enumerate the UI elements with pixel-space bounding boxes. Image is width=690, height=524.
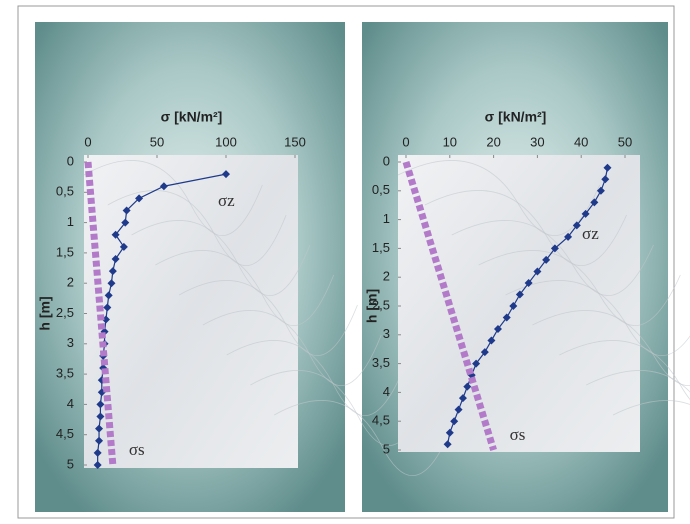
- x-tick-label: 150: [284, 134, 306, 149]
- y-tick-label: 0: [67, 153, 74, 168]
- y-tick-label: 2: [67, 275, 74, 290]
- x-tick-label: 0: [84, 134, 91, 149]
- y-tick-label: 0: [383, 153, 390, 168]
- y-tick-label: 4,5: [372, 413, 390, 428]
- y-tick-label: 4: [383, 384, 390, 399]
- y-tick-label: 5: [67, 456, 74, 471]
- x-tick-label: 30: [530, 134, 544, 149]
- y-tick-label: 3,5: [56, 366, 74, 381]
- y-tick-label: 2: [383, 269, 390, 284]
- y-axis-title: h [m]: [37, 296, 53, 330]
- y-tick-label: 0,5: [372, 182, 390, 197]
- y-tick-label: 3: [67, 335, 74, 350]
- x-tick-label: 100: [215, 134, 237, 149]
- y-tick-label: 0,5: [56, 184, 74, 199]
- x-tick-label: 10: [443, 134, 457, 149]
- plot-area: [84, 155, 298, 468]
- y-tick-label: 1: [383, 211, 390, 226]
- x-tick-label: 50: [618, 134, 632, 149]
- series-label: σz: [582, 224, 599, 243]
- y-tick-label: 4: [67, 396, 74, 411]
- plot-area: [398, 155, 640, 452]
- y-tick-label: 4,5: [56, 426, 74, 441]
- x-axis-title: σ [kN/m²]: [161, 109, 223, 125]
- x-axis-title: σ [kN/m²]: [485, 109, 547, 125]
- x-tick-label: 40: [574, 134, 588, 149]
- y-tick-label: 3,5: [372, 355, 390, 370]
- y-tick-label: 1,5: [372, 240, 390, 255]
- x-tick-label: 20: [486, 134, 500, 149]
- x-tick-label: 50: [150, 134, 164, 149]
- x-tick-label: 0: [402, 134, 409, 149]
- series-label: σs: [510, 425, 526, 444]
- y-tick-label: 1: [67, 214, 74, 229]
- y-tick-label: 5: [383, 441, 390, 456]
- series-label: σs: [129, 440, 145, 459]
- y-tick-label: 2,5: [372, 297, 390, 312]
- y-tick-label: 2,5: [56, 305, 74, 320]
- figure: σ [kN/m²]h [m]05010015000,511,522,533,54…: [0, 0, 690, 524]
- series-label: σz: [218, 191, 235, 210]
- y-tick-label: 1,5: [56, 244, 74, 259]
- y-tick-label: 3: [383, 326, 390, 341]
